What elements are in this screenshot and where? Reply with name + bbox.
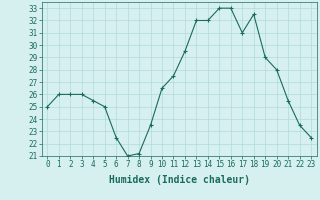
X-axis label: Humidex (Indice chaleur): Humidex (Indice chaleur) xyxy=(109,175,250,185)
